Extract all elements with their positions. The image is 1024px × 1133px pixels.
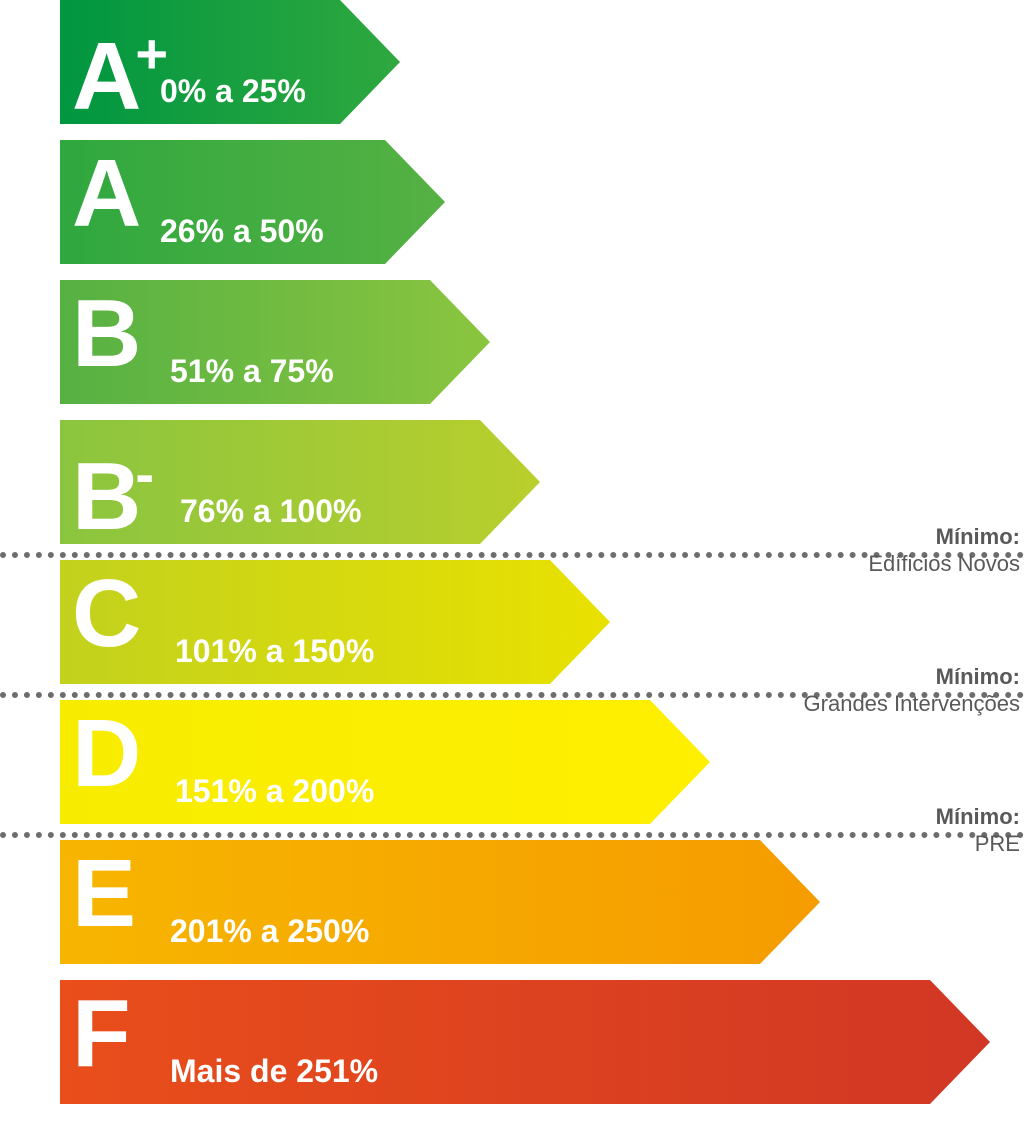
threshold-label: Mínimo:Edíficios Novos — [868, 524, 1020, 577]
threshold-label-line1: Mínimo: — [936, 804, 1020, 829]
rating-grade-label: B — [72, 272, 139, 396]
rating-range-label: 0% a 25% — [160, 73, 306, 110]
rating-row-aplus: A+0% a 25% — [60, 0, 1024, 124]
rating-grade-label: A — [72, 132, 139, 256]
rating-range-label: Mais de 251% — [170, 1053, 378, 1090]
rating-range-label: 151% a 200% — [175, 773, 374, 810]
rating-range-label: 51% a 75% — [170, 353, 334, 390]
rating-grade-label: A+ — [72, 0, 166, 139]
rating-row-b: B51% a 75% — [60, 280, 1024, 404]
rating-grade-label: B- — [72, 412, 152, 559]
rating-grade-label: E — [72, 832, 134, 956]
rating-grade-label: F — [72, 972, 129, 1096]
rating-row-e: E201% a 250% — [60, 840, 1024, 964]
threshold-line — [0, 832, 1024, 838]
threshold-label: Mínimo:Grandes Intervenções — [804, 664, 1020, 717]
rating-range-label: 26% a 50% — [160, 213, 324, 250]
rating-range-label: 76% a 100% — [180, 493, 361, 530]
rating-arrow — [60, 700, 710, 824]
threshold-label-line1: Mínimo: — [804, 664, 1020, 689]
rating-range-label: 101% a 150% — [175, 633, 374, 670]
threshold-label: Mínimo:PRE — [936, 804, 1020, 857]
rating-row-f: FMais de 251% — [60, 980, 1024, 1104]
rating-grade-label: C — [72, 552, 139, 676]
rating-range-label: 201% a 250% — [170, 913, 369, 950]
rating-grade-label: D — [72, 692, 139, 816]
threshold-label-line2: Edíficios Novos — [868, 551, 1020, 576]
threshold-label-line2: Grandes Intervenções — [804, 691, 1020, 716]
threshold-label-line1: Mínimo: — [868, 524, 1020, 549]
threshold-label-line2: PRE — [936, 831, 1020, 856]
rating-row-a: A26% a 50% — [60, 140, 1024, 264]
rating-row-d: D151% a 200% — [60, 700, 1024, 824]
rating-grade-suffix: - — [135, 442, 152, 505]
